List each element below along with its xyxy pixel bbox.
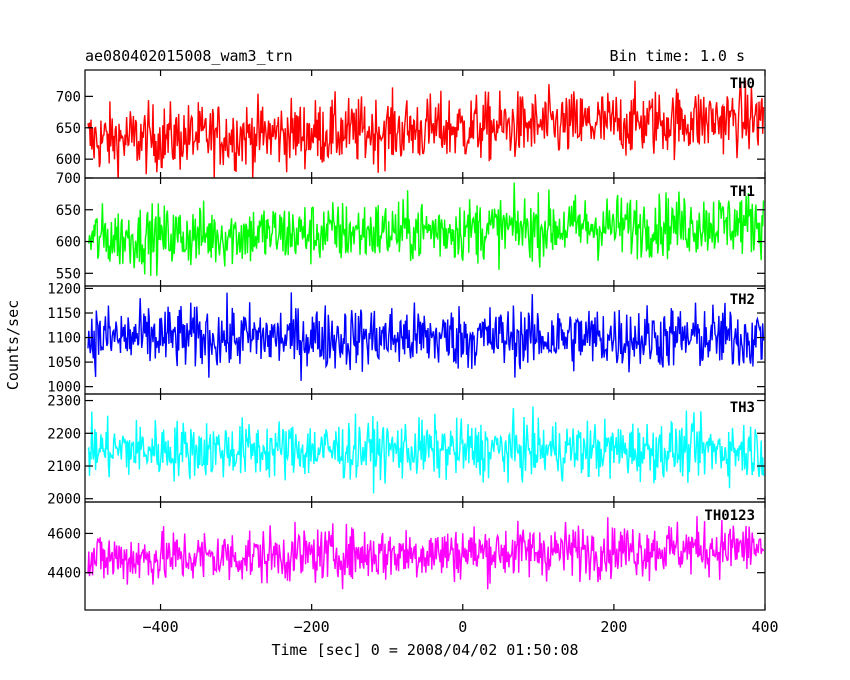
y-tick-label: 2200 [47, 426, 81, 442]
y-tick-label: 650 [56, 203, 81, 219]
y-tick-label: 1100 [47, 331, 81, 347]
y-tick-label: 700 [56, 89, 81, 105]
y-tick-label: 1150 [47, 306, 81, 322]
y-tick-label: 650 [56, 121, 81, 137]
series-line-th3 [87, 406, 765, 494]
bin-time-label: Bin time: 1.0 s [610, 47, 745, 65]
x-tick-label: 400 [751, 618, 778, 636]
plot-title: ae080402015008_wam3_trn [85, 47, 293, 65]
series-line-th0123 [87, 516, 765, 590]
y-tick-label: 2100 [47, 459, 81, 475]
x-axis: −400 −200 0 200 400 [142, 618, 778, 636]
series-label-th0: TH0 [730, 76, 755, 92]
series-label-th1: TH1 [730, 184, 755, 200]
series-line-th1 [87, 182, 765, 276]
x-tick-label: 0 [458, 618, 467, 636]
panels-group: 600650700TH0550600650700TH11000105011001… [47, 69, 766, 611]
x-tick-label: 200 [600, 618, 627, 636]
y-tick-label: 2000 [47, 492, 81, 508]
series-line-th0 [87, 80, 765, 178]
x-tick-label: −400 [142, 618, 178, 636]
panel-th2: 1000 1050 1100 1150 1200 TH2 [47, 281, 766, 396]
x-axis-label: Time [sec] 0 = 2008/04/02 01:50:08 [271, 641, 578, 659]
y-tick-label: 600 [56, 235, 81, 251]
panel-th0: 600 650 700 TH0 [56, 69, 766, 179]
y-tick-label: 1000 [47, 380, 81, 396]
y-tick-label: 4600 [47, 526, 81, 542]
y-tick-label: 700 [56, 171, 81, 187]
panel-th0123: 4400 4600 TH0123 [47, 501, 766, 611]
series-label-th2: TH2 [730, 292, 755, 308]
series-label-th3: TH3 [730, 400, 755, 416]
y-tick-label: 4400 [47, 566, 81, 582]
panel-th3: 2000 2100 2200 2300 TH3 [47, 393, 766, 508]
series-label-th0123: TH0123 [704, 508, 755, 524]
y-tick-label: 550 [56, 266, 81, 282]
y-axis-label: Counts/sec [4, 300, 22, 390]
y-tick-label: 1200 [47, 281, 81, 297]
y-tick-label: 600 [56, 152, 81, 168]
x-tick-label: −200 [294, 618, 330, 636]
y-tick-label: 2300 [47, 394, 81, 410]
series-line-th2 [87, 292, 765, 381]
y-tick-label: 1050 [47, 355, 81, 371]
panel-frame [84, 501, 766, 611]
panel-th1: 550 600 650 700 TH1 [56, 171, 766, 287]
